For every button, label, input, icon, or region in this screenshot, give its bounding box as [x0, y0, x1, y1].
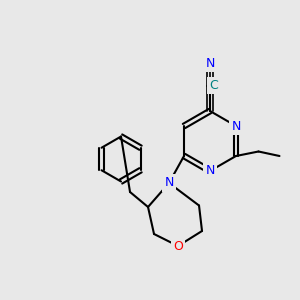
Text: O: O [173, 239, 183, 253]
Text: N: N [205, 164, 215, 178]
Text: C: C [209, 79, 218, 92]
Text: N: N [205, 56, 215, 70]
Text: N: N [231, 119, 241, 133]
Text: N: N [164, 176, 174, 190]
